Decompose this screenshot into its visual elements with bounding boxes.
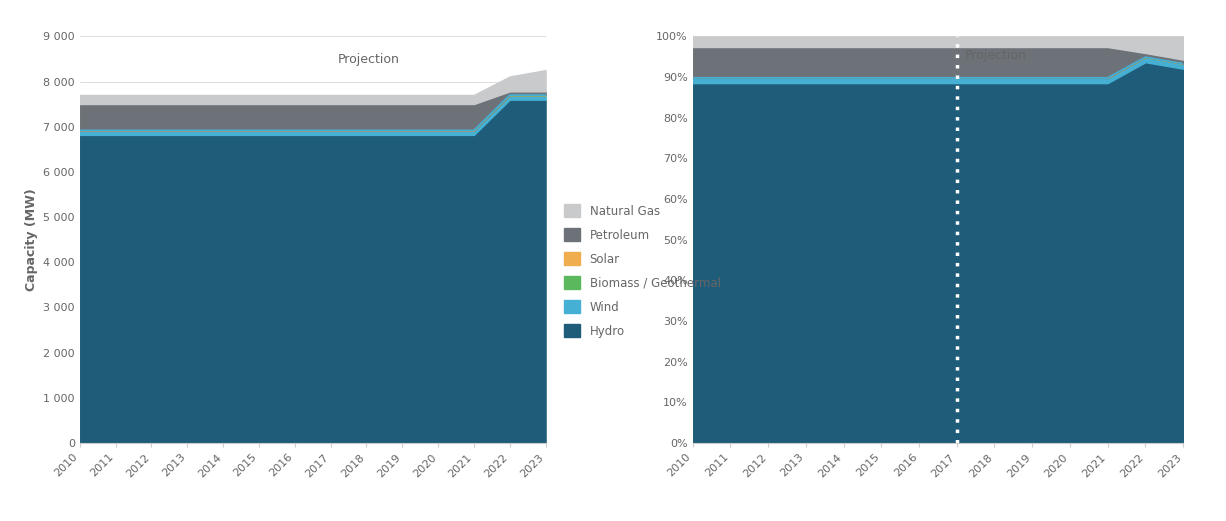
Text: Projection: Projection [337, 53, 400, 66]
Text: Projection: Projection [965, 48, 1026, 61]
Legend: Natural Gas, Petroleum, Solar, Biomass / Geothermal, Wind, Hydro: Natural Gas, Petroleum, Solar, Biomass /… [564, 204, 721, 338]
Y-axis label: Capacity (MW): Capacity (MW) [25, 188, 38, 291]
